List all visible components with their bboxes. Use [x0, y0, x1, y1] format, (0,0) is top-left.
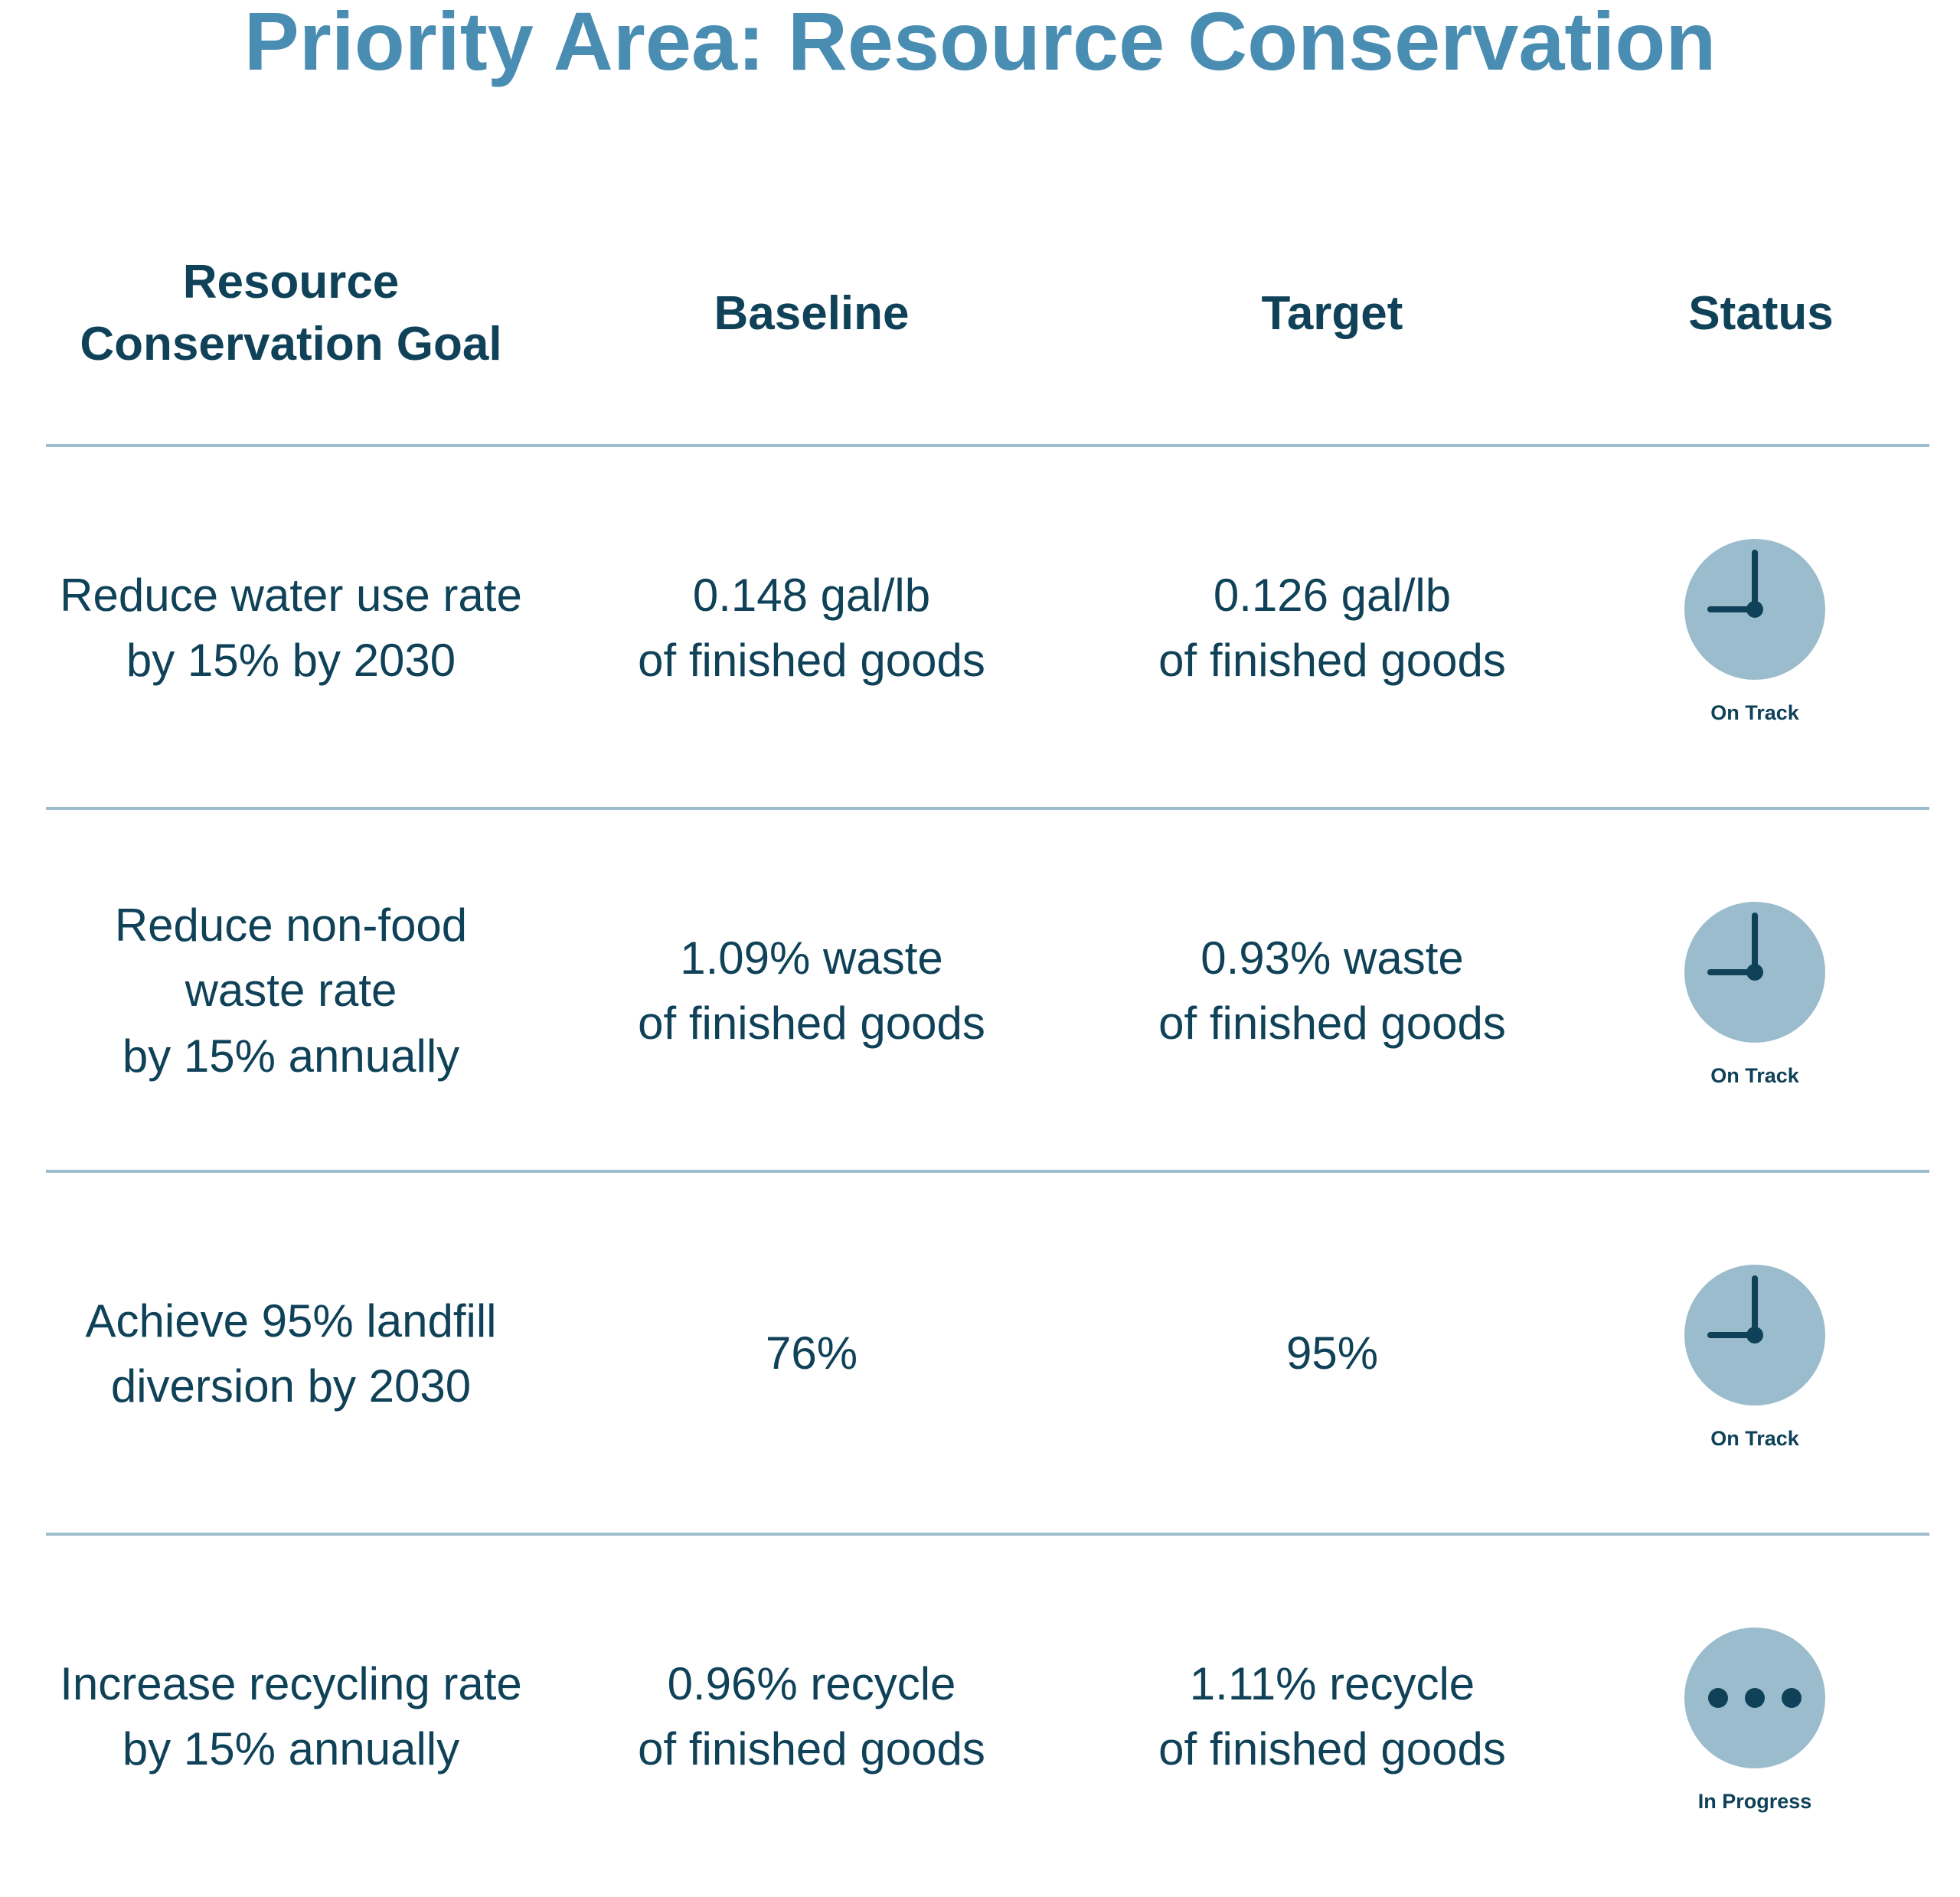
header-goal-line-2: Conservation Goal	[80, 318, 502, 371]
divider	[46, 807, 1929, 810]
target-cell-line: of finished goods	[1158, 635, 1506, 686]
baseline-cell-line: of finished goods	[638, 635, 985, 686]
target-cell: 1.11% recycle of finished goods	[1072, 1536, 1592, 1897]
header-goal: Resource Conservation Goal	[31, 245, 551, 383]
target-cell: 0.93% waste of finished goods	[1072, 810, 1592, 1171]
status-label: On Track	[1710, 701, 1799, 724]
status-badge	[1684, 1265, 1825, 1406]
baseline-cell-line: 76%	[765, 1327, 858, 1379]
header-baseline: Baseline	[714, 286, 910, 340]
goal-cell: Reduce water use rate by 15% by 2030	[31, 447, 551, 808]
status-badge	[1684, 539, 1825, 680]
target-cell: 95%	[1072, 1173, 1592, 1534]
goal-cell-line: Reduce non-food	[114, 900, 468, 952]
status-cell: On Track	[1592, 447, 1929, 808]
target-cell: 0.126 gal/lb of finished goods	[1072, 447, 1592, 808]
goal-cell-line: Increase recycling rate	[60, 1657, 522, 1709]
baseline-cell: 76%	[551, 1173, 1072, 1534]
table-row: Reduce non-food waste rate by 15% annually…	[0, 810, 1960, 1171]
status-cell: In Progress	[1592, 1536, 1929, 1897]
goal-cell: Reduce non-food waste rate by 15% annually	[31, 810, 551, 1171]
clock-icon	[1707, 1275, 1763, 1344]
goal-cell: Achieve 95% landfill diversion by 2030	[31, 1173, 551, 1534]
goal-cell: Increase recycling rate by 15% annually	[31, 1536, 551, 1897]
goal-cell-line: by 15% annually	[122, 1723, 460, 1775]
target-cell-line: 1.11% recycle	[1189, 1657, 1475, 1709]
page-title: Priority Area: Resource Conservation	[243, 0, 1717, 87]
goal-cell-line: by 15% annually	[122, 1030, 460, 1082]
clock-icon	[1707, 913, 1763, 981]
target-cell-line: 95%	[1285, 1327, 1379, 1379]
baseline-cell-line: 0.96% recycle	[667, 1657, 956, 1709]
status-cell: On Track	[1592, 810, 1929, 1171]
status-badge	[1684, 1628, 1825, 1768]
target-cell-line: 0.126 gal/lb	[1213, 569, 1452, 621]
goal-cell-line: Achieve 95% landfill	[85, 1295, 497, 1347]
table-row: Achieve 95% landfill diversion by 2030 76%…	[0, 1173, 1960, 1534]
goal-cell-line: waste rate	[185, 965, 397, 1017]
divider	[46, 1533, 1929, 1536]
table-row: Reduce water use rate by 15% by 2030 0.148…	[0, 447, 1960, 808]
status-cell: On Track	[1592, 1173, 1929, 1534]
target-cell-line: 0.93% waste	[1200, 932, 1464, 984]
header-status: Status	[1688, 286, 1834, 340]
ellipsis-icon	[1708, 1688, 1802, 1708]
status-badge	[1684, 902, 1825, 1043]
divider	[46, 1170, 1929, 1173]
header-target: Target	[1261, 286, 1403, 340]
baseline-cell: 0.148 gal/lb of finished goods	[551, 447, 1072, 808]
table-header: Resource Conservation Goal Baseline Targ…	[0, 245, 1960, 383]
target-cell-line: of finished goods	[1158, 1723, 1506, 1775]
clock-icon	[1707, 550, 1763, 618]
table-row: Increase recycling rate by 15% annually 0.…	[0, 1536, 1960, 1897]
baseline-cell-line: 0.148 gal/lb	[692, 569, 931, 621]
status-label: On Track	[1710, 1064, 1799, 1087]
baseline-cell-line: of finished goods	[638, 997, 985, 1049]
status-label: On Track	[1710, 1427, 1799, 1450]
goal-cell-line: Reduce water use rate	[60, 569, 522, 621]
baseline-cell: 0.96% recycle of finished goods	[551, 1536, 1072, 1897]
status-label: In Progress	[1697, 1790, 1812, 1813]
header-goal-line-1: Resource	[182, 256, 400, 309]
goal-cell-line: by 15% by 2030	[126, 635, 456, 686]
target-cell-line: of finished goods	[1158, 997, 1506, 1049]
baseline-cell: 1.09% waste of finished goods	[551, 810, 1072, 1171]
baseline-cell-line: of finished goods	[638, 1723, 985, 1775]
goal-cell-line: diversion by 2030	[110, 1360, 472, 1412]
divider	[46, 444, 1929, 447]
baseline-cell-line: 1.09% waste	[680, 932, 943, 984]
